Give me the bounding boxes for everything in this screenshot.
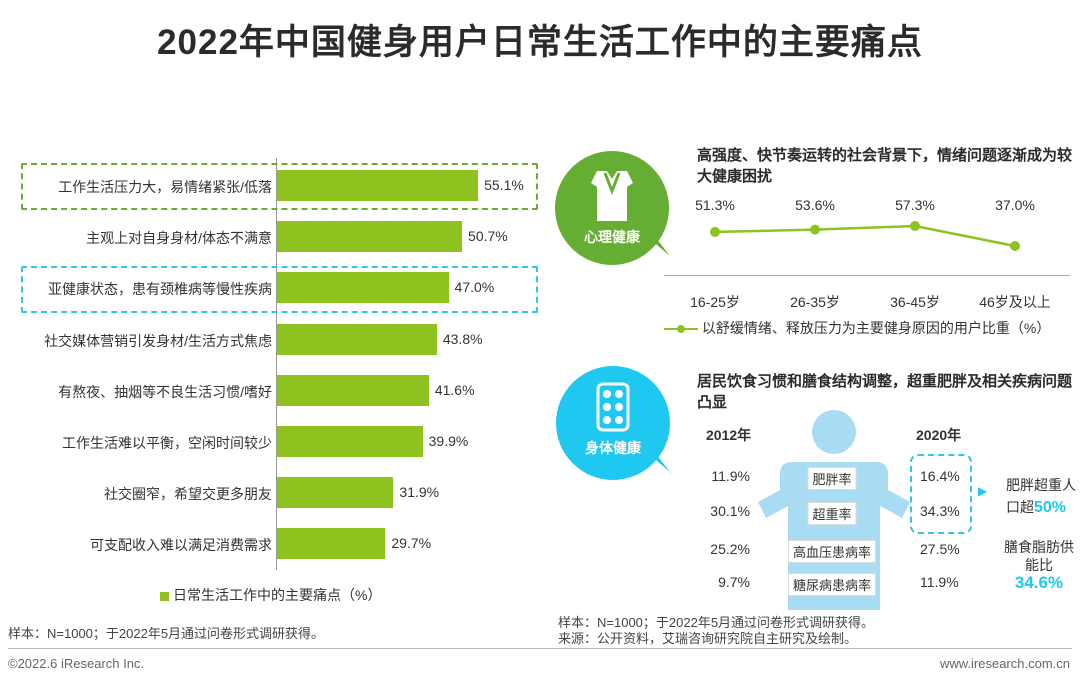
indicator-label: 肥胖率 xyxy=(807,467,857,490)
bar-value-label: 47.0% xyxy=(454,279,495,296)
bar-category-label: 社交媒体营销引发身材/生活方式焦虑 xyxy=(44,332,272,349)
series-line xyxy=(714,224,1016,248)
bar-chart-legend-label: 日常生活工作中的主要痛点（%） xyxy=(173,587,382,603)
line-point xyxy=(710,226,720,237)
page-title: 2022年中国健身用户日常生活工作中的主要痛点 xyxy=(157,23,923,62)
fat-callout-line1: 膳食脂肪供 xyxy=(1004,539,1074,555)
obesity-callout-line2: 口超50% xyxy=(1006,496,1076,519)
fat-callout: 膳食脂肪供 能比 34.6% xyxy=(1004,538,1074,592)
value-2020: 27.5% xyxy=(920,541,960,557)
obesity-callout: 肥胖超重人 口超50% xyxy=(1006,474,1076,519)
mental-badge-pointer-icon xyxy=(644,234,670,256)
obesity-callout-prefix: 口超 xyxy=(1006,499,1034,515)
line-value-label: 53.6% xyxy=(795,197,835,213)
line-point xyxy=(910,221,920,231)
physical-health-badge-label: 身体健康 xyxy=(585,440,641,456)
bar-chart-axis xyxy=(276,158,277,570)
bar-chart-legend: 日常生活工作中的主要痛点（%） xyxy=(160,585,381,605)
value-2012: 11.9% xyxy=(711,468,750,484)
value-2012: 30.1% xyxy=(710,503,750,519)
indicator-label: 高血压患病率 xyxy=(787,540,877,563)
age-tick-label: 46岁及以上 xyxy=(979,294,1051,310)
bar-category-label: 工作生活难以平衡，空闲时间较少 xyxy=(62,435,272,451)
bar-category-label: 主观上对自身身材/体态不满意 xyxy=(86,230,272,247)
pill-pack-icon xyxy=(596,382,630,432)
indicator-label: 超重率 xyxy=(807,502,857,525)
bar-category-label: 亚健康状态，患有颈椎病等慢性疾病 xyxy=(48,281,272,298)
bar xyxy=(277,374,429,406)
mental-health-badge-label: 心理健康 xyxy=(584,229,640,245)
line-value-label: 51.3% xyxy=(695,197,735,213)
source-note-right: 来源：公开资料，艾瑞咨询研究院自主研究及绘制。 xyxy=(558,631,858,646)
bar-value-label: 39.9% xyxy=(428,433,469,449)
indicator-label: 糖尿病患病率 xyxy=(787,573,877,596)
line-chart-title: 高强度、快节奏运转的社会背景下，情绪问题逐渐成为较大健康困扰 xyxy=(697,147,1073,185)
line-point xyxy=(810,224,820,235)
bar-category-label: 可支配收入难以满足消费需求 xyxy=(90,537,272,554)
line-chart-baseline xyxy=(664,275,1070,276)
bar-value-label: 55.1% xyxy=(484,177,524,193)
physical-badge-pointer-icon xyxy=(644,450,670,472)
legend-swatch-icon xyxy=(160,591,169,601)
bar-category-label: 社交圈窄，希望交更多朋友 xyxy=(104,486,272,503)
value-2020: 34.3% xyxy=(920,503,960,519)
fat-callout-value: 34.6% xyxy=(1014,573,1064,592)
obesity-callout-line1: 肥胖超重人 xyxy=(1006,477,1076,493)
shirt-icon xyxy=(591,171,633,221)
year-2020-header: 2020年 xyxy=(916,427,962,443)
value-2012: 25.2% xyxy=(710,541,750,557)
body-section-title: 居民饮食习惯和膳食结构调整，超重肥胖及相关疾病问题凸显 xyxy=(697,373,1073,411)
footer-website: www.iresearch.com.cn xyxy=(939,656,1070,671)
bar xyxy=(277,528,386,560)
bar xyxy=(277,221,463,253)
bar xyxy=(277,170,479,201)
line-chart-legend-label: 以舒缓情绪、释放压力为主要健身原因的用户比重（%） xyxy=(701,320,1051,336)
line-value-label: 37.0% xyxy=(995,197,1035,213)
value-2012: 9.7% xyxy=(718,574,750,590)
age-tick-label: 16-25岁 xyxy=(690,294,740,310)
sample-note-left: 样本：N=1000；于2022年5月通过问卷形式调研获得。 xyxy=(8,626,325,641)
footer-divider xyxy=(8,648,1072,649)
bar-value-label: 43.8% xyxy=(442,330,483,347)
arrow-icon: ▶ xyxy=(978,484,988,498)
age-tick-label: 36-45岁 xyxy=(890,294,940,310)
year-2012-header: 2012年 xyxy=(706,427,752,443)
value-2020: 11.9% xyxy=(920,574,959,590)
bar-value-label: 41.6% xyxy=(434,381,475,398)
bar xyxy=(277,323,437,355)
footer-copyright: ©2022.6 iResearch Inc. xyxy=(8,656,145,671)
highlight-box-stress xyxy=(21,163,538,210)
age-tick-label: 26-35岁 xyxy=(790,294,840,310)
physical-health-badge: 身体健康 xyxy=(556,366,670,480)
bar-value-label: 50.7% xyxy=(468,228,508,245)
legend-line-marker-icon xyxy=(664,325,698,334)
bar xyxy=(277,272,449,304)
bar-value-label: 31.9% xyxy=(399,484,440,501)
highlight-box-subhealth xyxy=(21,266,538,313)
bar-value-label: 29.7% xyxy=(391,535,432,552)
obesity-callout-value: 50% xyxy=(1034,499,1067,516)
bar xyxy=(277,477,394,509)
emotion-line-chart xyxy=(710,221,1020,251)
highlight-box-2020 xyxy=(910,454,972,534)
bar-category-label: 工作生活压力大，易情绪紧张/低落 xyxy=(58,179,272,195)
bar-category-label: 有熬夜、抽烟等不良生活习惯/嗜好 xyxy=(58,383,272,400)
line-chart-legend: 以舒缓情绪、释放压力为主要健身原因的用户比重（%） xyxy=(664,318,1050,338)
bar xyxy=(277,426,423,457)
mental-health-badge: 心理健康 xyxy=(555,151,669,265)
sample-note-right: 样本：N=1000；于2022年5月通过问卷形式调研获得。 xyxy=(558,615,875,630)
value-2020: 16.4% xyxy=(920,468,960,484)
line-value-label: 57.3% xyxy=(895,197,935,213)
line-point xyxy=(1010,241,1020,251)
fat-callout-line2: 能比 xyxy=(1025,557,1053,573)
